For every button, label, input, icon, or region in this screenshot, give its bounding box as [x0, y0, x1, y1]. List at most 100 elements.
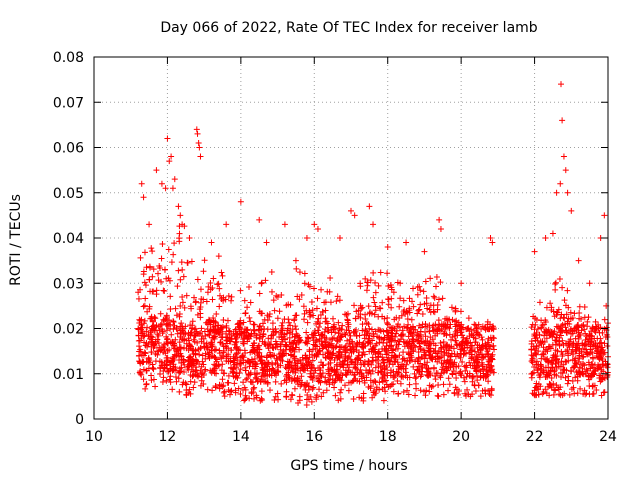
data-point [421, 248, 428, 255]
data-point [487, 392, 494, 399]
data-point [535, 391, 542, 398]
data-point [142, 385, 149, 392]
data-point [378, 335, 385, 342]
data-point [243, 326, 250, 333]
data-point [317, 367, 324, 374]
data-point [146, 276, 153, 283]
data-point [246, 314, 253, 321]
data-point [429, 383, 436, 390]
data-point [426, 388, 433, 395]
data-point [579, 354, 586, 361]
data-point [174, 283, 181, 290]
data-point [448, 304, 455, 311]
data-point [146, 357, 153, 364]
data-point [210, 275, 217, 282]
data-point [601, 349, 608, 356]
data-point [321, 329, 328, 336]
data-point [483, 371, 490, 378]
data-point [453, 374, 460, 381]
data-point [183, 292, 190, 299]
data-point [172, 373, 179, 380]
data-point [298, 373, 305, 380]
data-point [209, 343, 216, 350]
data-point [351, 212, 358, 219]
data-point [326, 355, 333, 362]
data-point [347, 332, 354, 339]
data-point [406, 374, 413, 381]
data-point [278, 380, 285, 387]
data-point [556, 341, 563, 348]
data-point [446, 325, 453, 332]
data-point [246, 359, 253, 366]
data-point [586, 332, 593, 339]
data-point [186, 235, 193, 241]
data-point [589, 361, 596, 368]
data-point [179, 293, 186, 300]
data-point [375, 282, 382, 289]
data-point [264, 342, 271, 349]
data-point [141, 279, 148, 286]
data-point [156, 262, 163, 269]
data-point [448, 336, 455, 343]
data-point [216, 350, 223, 357]
data-point [163, 361, 170, 368]
data-point [420, 288, 427, 295]
data-point [384, 315, 391, 322]
data-point [581, 326, 588, 333]
data-point [557, 363, 564, 370]
data-point [576, 369, 583, 376]
data-point [487, 334, 494, 341]
data-point [223, 340, 230, 347]
data-point [598, 355, 605, 362]
data-point [281, 221, 288, 228]
data-point [589, 391, 596, 398]
data-point [290, 364, 297, 371]
data-point [291, 348, 298, 355]
data-point [427, 334, 434, 341]
data-point [219, 376, 226, 383]
data-point [225, 372, 232, 379]
data-point [584, 367, 591, 374]
data-point [227, 388, 234, 395]
data-point [427, 309, 434, 316]
data-point [311, 285, 317, 292]
data-point [159, 328, 166, 335]
data-point [423, 387, 430, 394]
data-point [437, 339, 444, 346]
data-point [410, 336, 417, 343]
data-point [369, 337, 376, 344]
data-point [249, 348, 256, 355]
data-point [304, 340, 311, 347]
data-point [318, 393, 325, 400]
data-point [160, 287, 167, 294]
data-point [178, 353, 185, 360]
data-point [247, 369, 254, 376]
data-point [477, 393, 484, 400]
data-point [427, 345, 434, 352]
data-point [422, 392, 429, 399]
data-point [193, 357, 200, 364]
axis-ticks: 0 0.01 0.02 0.03 0.04 0.05 0.06 0.07 0.08 10 12 14 1… [53, 50, 617, 445]
data-point [301, 316, 308, 323]
data-point [480, 374, 487, 381]
data-point [536, 299, 543, 306]
data-point [541, 329, 548, 336]
data-point [427, 348, 434, 355]
data-point [460, 351, 467, 358]
data-point [250, 385, 257, 392]
data-point [546, 343, 553, 350]
data-point [333, 298, 340, 305]
data-point [387, 358, 394, 365]
data-point [342, 348, 349, 355]
data-point [531, 364, 538, 371]
data-point [185, 363, 192, 370]
data-point [213, 362, 220, 369]
data-point [565, 352, 572, 359]
data-point [345, 327, 352, 334]
data-point [140, 194, 147, 201]
data-point [327, 372, 334, 379]
data-point [173, 326, 180, 333]
data-point [377, 269, 384, 276]
data-point [410, 285, 417, 292]
data-point [414, 366, 421, 373]
